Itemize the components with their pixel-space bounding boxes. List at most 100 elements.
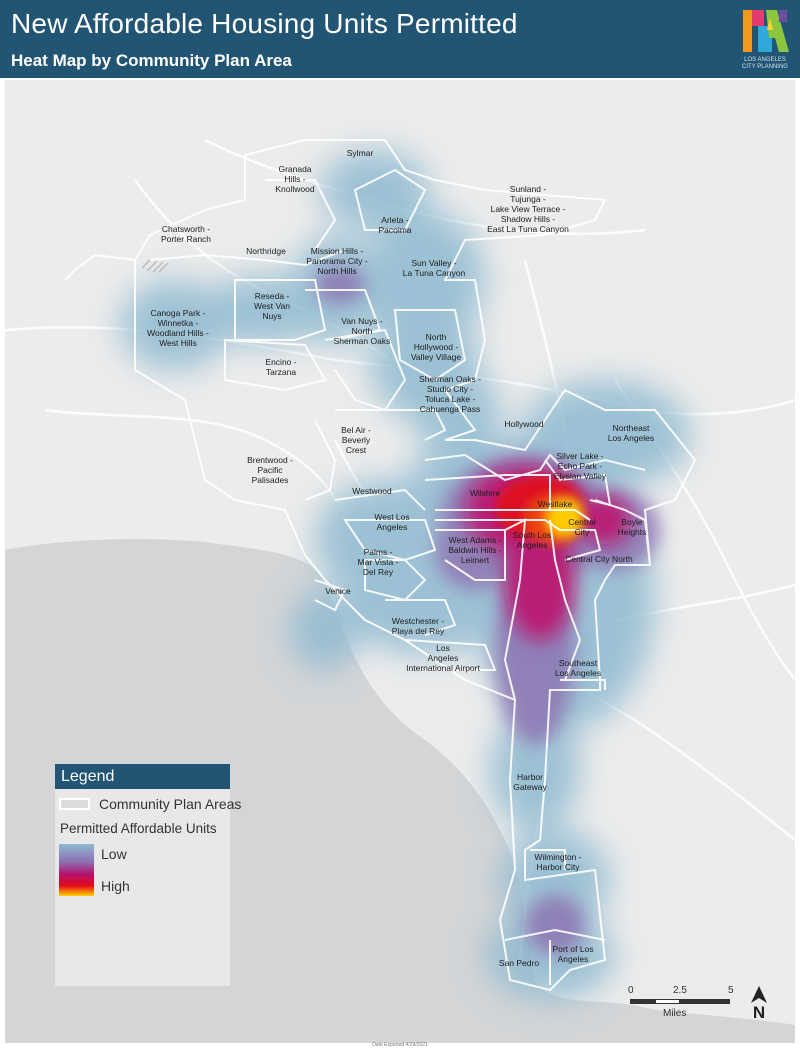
area-label-port-la: Port of Los Angeles (552, 944, 593, 964)
legend-boundary-swatch (59, 798, 90, 810)
area-label-venice: Venice (325, 586, 351, 596)
area-label-line: Los (436, 643, 450, 653)
area-label-wilshire: Wilshire (470, 488, 500, 498)
north-arrow-icon (751, 986, 767, 1003)
area-label-line: Studio City - (427, 384, 473, 394)
legend-title: Legend (55, 764, 230, 789)
area-label-line: Baldwin Hills - (448, 545, 502, 555)
area-label-central-city-north: Central City North (565, 554, 633, 564)
area-label-arleta: Arleta -Pacoima (378, 215, 411, 235)
area-label-line: Wilshire (470, 488, 500, 498)
area-label-central-city: Central City (568, 517, 596, 537)
area-label-line: Northeast (613, 423, 650, 433)
area-label-line: International Airport (406, 663, 480, 673)
area-label-line: Mission Hills - (311, 246, 364, 256)
area-label-south-la: South Los Angeles (513, 530, 551, 550)
area-label-line: Encino - (265, 357, 296, 367)
area-label-westchester: Westchester -Playa del Rey (392, 616, 445, 636)
area-label-line: Boyle (621, 517, 643, 527)
legend-low-label: Low (101, 846, 127, 862)
area-label-line: Harbor (517, 772, 543, 782)
area-label-line: Pacoima (378, 225, 411, 235)
legend: Legend Community Plan Areas Permitted Af… (55, 764, 241, 986)
map-subtitle: Heat Map by Community Plan Area (11, 51, 292, 70)
area-label-line: Sunland - (510, 184, 547, 194)
area-label-line: City (575, 527, 590, 537)
scale-unit: Miles (663, 1008, 687, 1019)
area-label-north-hollywood: North Hollywood -Valley Village (411, 332, 462, 362)
logo-text: LOS ANGELES CITY PLANNING (742, 57, 788, 70)
area-label-line: Gateway (513, 782, 547, 792)
area-label-sunland: Sunland -Tujunga -Lake View Terrace -Sha… (487, 184, 569, 234)
area-label-line: Sherman Oaks (334, 336, 391, 346)
area-label-line: Shadow Hills - (501, 214, 555, 224)
area-label-line: South Los (513, 530, 551, 540)
scale-tick-0: 0 (628, 985, 634, 996)
area-label-line: Echo Park - (558, 461, 603, 471)
area-label-line: Woodland Hills - (147, 328, 209, 338)
area-label-line: San Pedro (499, 958, 539, 968)
area-label-harbor-gateway: Harbor Gateway (513, 772, 547, 792)
area-label-san-pedro: San Pedro (499, 958, 539, 968)
area-label-line: Chatsworth - (162, 224, 210, 234)
area-label-line: Knollwood (275, 184, 314, 194)
legend-high-label: High (101, 878, 130, 894)
la-city-planning-logo: LOS ANGELES CITY PLANNING (737, 6, 793, 74)
area-label-line: Van Nuys - (341, 316, 383, 326)
north-letter: N (752, 1003, 766, 1022)
area-label-line: Westlake (538, 499, 573, 509)
area-label-line: Westwood (352, 486, 392, 496)
area-label-line: Wilmington - (534, 852, 581, 862)
area-label-line: Hills - (284, 174, 305, 184)
area-label-line: Angeles (517, 540, 548, 550)
export-date: Date Exported 4/29/2021 (372, 1042, 428, 1048)
area-label-line: Harbor City (537, 862, 581, 872)
area-label-line: Hollywood (504, 419, 543, 429)
area-label-sherman-oaks: Sherman Oaks -Studio City -Toluca Lake -… (419, 374, 481, 414)
area-label-line: West Hills (159, 338, 197, 348)
area-label-line: Angeles (558, 954, 589, 964)
area-label-westlake: Westlake (538, 499, 573, 509)
area-label-line: Tarzana (266, 367, 297, 377)
legend-color-ramp (59, 844, 94, 896)
area-label-line: Tujunga - (510, 194, 546, 204)
area-label-line: Playa del Rey (392, 626, 445, 636)
map-header: New Affordable Housing Units Permitted H… (0, 0, 800, 78)
area-label-line: Palms - (364, 547, 393, 557)
area-label-silver-lake: Silver Lake -Echo Park -Elysian Valley (554, 451, 607, 481)
area-label-brentwood: Brentwood -Pacific Palisades (247, 455, 293, 485)
area-label-line: Nuys (262, 311, 281, 321)
area-label-northeast-la: Northeast Los Angeles (608, 423, 654, 443)
area-label-mission-hills: Mission Hills -Panorama City -North Hill… (306, 246, 368, 276)
area-label-line: Los Angeles (555, 668, 601, 678)
area-label-line: Sun Valley - (411, 258, 456, 268)
scale-tick-2-5: 2.5 (673, 985, 687, 996)
area-label-line: Panorama City - (306, 256, 368, 266)
area-label-westwood: Westwood (352, 486, 392, 496)
area-label-line: Cahuenga Pass (420, 404, 481, 414)
area-label-line: Angeles (377, 522, 408, 532)
area-label-line: North (426, 332, 447, 342)
area-label-line: Canoga Park - (151, 308, 206, 318)
area-label-line: Toluca Lake - (425, 394, 476, 404)
area-label-chatsworth: Chatsworth -Porter Ranch (161, 224, 211, 244)
north-arrow: N (745, 985, 773, 1025)
area-label-reseda: Reseda -West Van Nuys (254, 291, 290, 321)
area-label-line: West Los (374, 512, 409, 522)
area-label-lax: Los Angeles International Airport (406, 643, 480, 673)
area-label-line: Northridge (246, 246, 286, 256)
scale-bar: 0 2.5 5 Miles (620, 985, 740, 1030)
logo-mark (743, 10, 789, 52)
area-label-line: Pacific (257, 465, 283, 475)
area-label-line: Lake View Terrace - (491, 204, 566, 214)
area-label-van-nuys: Van Nuys -North Sherman Oaks (334, 316, 391, 346)
area-label-line: Venice (325, 586, 351, 596)
area-label-line: Central City North (565, 554, 633, 564)
area-label-line: West Van (254, 301, 290, 311)
legend-boundary-label: Community Plan Areas (99, 796, 242, 812)
area-label-line: Palisades (252, 475, 289, 485)
area-label-boyle-heights: Boyle Heights (618, 517, 647, 537)
scale-bar-graphic (630, 999, 730, 1004)
area-label-line: East La Tuna Canyon (487, 224, 569, 234)
area-label-west-adams: West Adams -Baldwin Hills -Leimert (448, 535, 502, 565)
